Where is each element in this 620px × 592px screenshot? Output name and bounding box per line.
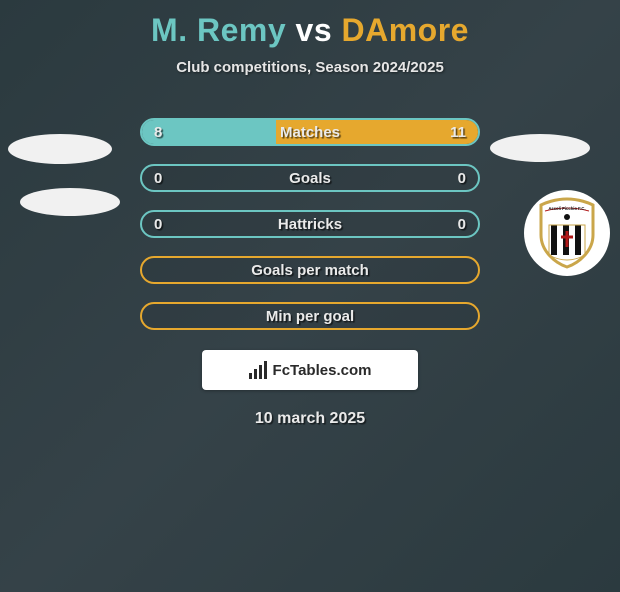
stat-label: Matches — [280, 124, 340, 141]
player2-club-badge: Ascoli Picchio F.C. — [524, 190, 610, 276]
club-crest-icon: Ascoli Picchio F.C. — [537, 197, 597, 269]
snapshot-date: 10 march 2025 — [0, 410, 620, 428]
subtitle: Club competitions, Season 2024/2025 — [0, 59, 620, 76]
vs-label: vs — [296, 12, 333, 48]
attribution-badge[interactable]: FcTables.com — [202, 350, 418, 390]
stat-value-left: 8 — [154, 124, 162, 141]
svg-text:Ascoli Picchio F.C.: Ascoli Picchio F.C. — [548, 206, 585, 211]
stat-row: 0 Hattricks 0 — [140, 210, 480, 238]
stat-row: Goals per match — [140, 256, 480, 284]
fctables-logo-icon — [249, 361, 267, 379]
attribution-text: FcTables.com — [273, 362, 372, 379]
stat-label: Goals per match — [251, 262, 369, 279]
player2-avatar-placeholder — [490, 134, 590, 162]
stat-label: Min per goal — [266, 308, 354, 325]
player2-name: DAmore — [342, 12, 469, 48]
player1-name: M. Remy — [151, 12, 286, 48]
stat-value-right: 0 — [458, 216, 466, 233]
player1-avatar-placeholder — [8, 134, 112, 164]
stat-row: Min per goal — [140, 302, 480, 330]
player1-club-placeholder — [20, 188, 120, 216]
stat-label: Goals — [289, 170, 331, 187]
stat-value-left: 0 — [154, 170, 162, 187]
stat-row: 0 Goals 0 — [140, 164, 480, 192]
stat-value-right: 11 — [450, 124, 466, 141]
stat-value-left: 0 — [154, 216, 162, 233]
comparison-title: M. Remy vs DAmore — [0, 12, 620, 49]
stat-row: 8 Matches 11 — [140, 118, 480, 146]
stat-value-right: 0 — [458, 170, 466, 187]
stat-label: Hattricks — [278, 216, 342, 233]
